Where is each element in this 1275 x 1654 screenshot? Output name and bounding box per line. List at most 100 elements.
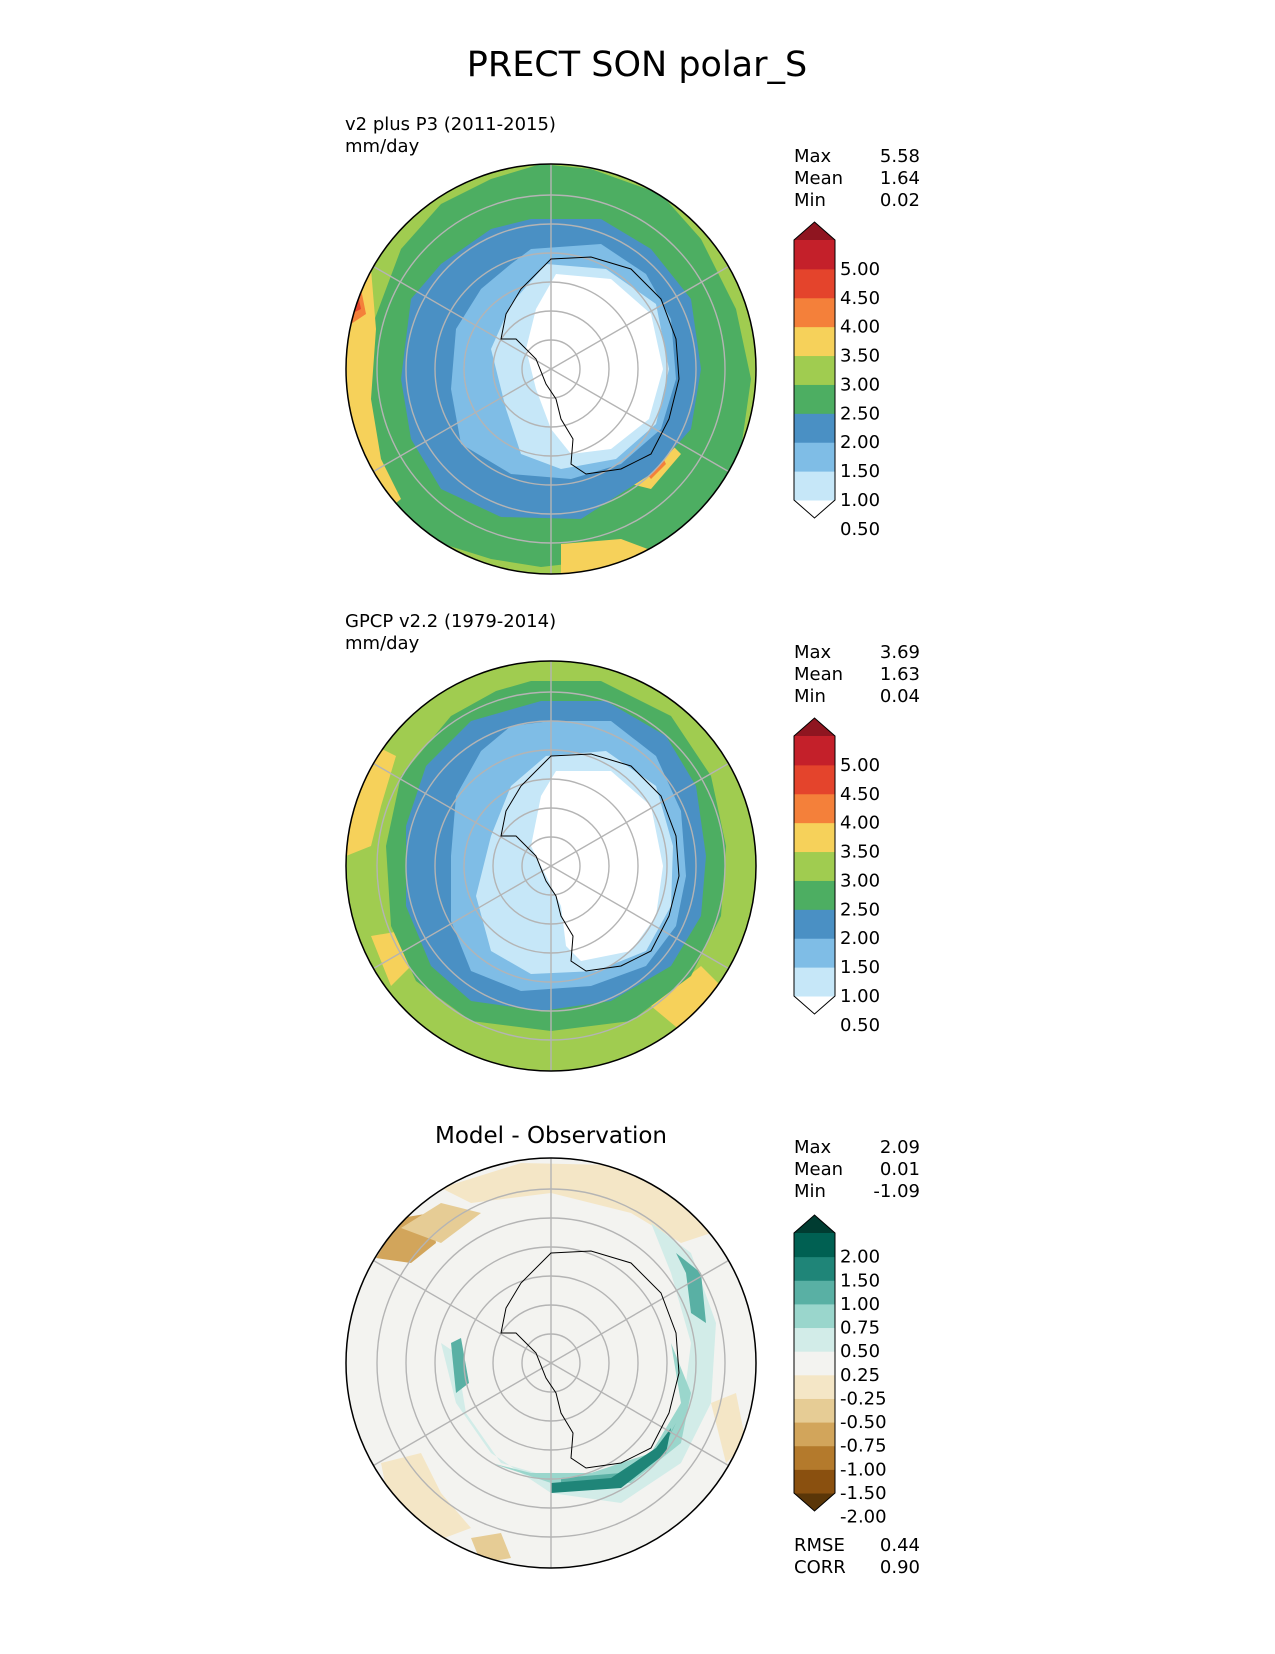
colorbar-tick-label: -0.25 xyxy=(840,1388,887,1409)
coastline-antarctica xyxy=(500,753,680,972)
colorbar-tick-label: 0.25 xyxy=(840,1365,880,1386)
stat-label-min: Min xyxy=(794,190,826,211)
colorbar-extension-max xyxy=(794,1215,835,1233)
colorbar-tick-label: -2.00 xyxy=(840,1507,887,1528)
field-fill-tan-left xyxy=(401,1203,481,1243)
colorbar-segment xyxy=(794,442,835,472)
panel-units: mm/day xyxy=(345,633,420,654)
colorbar-segment xyxy=(794,967,835,997)
colorbar-tick-label: -1.50 xyxy=(840,1483,887,1504)
stat-label-max: Max xyxy=(794,1137,832,1158)
colorbar-segment xyxy=(794,297,835,328)
colorbar-segment xyxy=(794,1303,835,1329)
map-boundary xyxy=(345,1157,757,1569)
stat-value-max: 5.58 xyxy=(880,146,920,167)
colorbar-tick-label: 3.50 xyxy=(840,346,880,367)
colorbar-tick-label: 0.50 xyxy=(840,519,880,540)
field-fill-teal-leftedge xyxy=(451,1338,469,1393)
stat-label-rmse: RMSE xyxy=(794,1535,845,1556)
colorbar-tick-label: 0.50 xyxy=(840,1341,880,1362)
stats-block: Max 2.09 Mean 0.01 Min -1.09 xyxy=(794,1137,920,1202)
map-grid xyxy=(373,1158,729,1568)
stat-label-mean: Mean xyxy=(794,1159,843,1180)
field-fill-tan-right xyxy=(711,1393,746,1463)
colorbar: 2.001.501.000.750.500.25-0.25-0.50-0.75-… xyxy=(793,1214,887,1528)
colorbar-extension-min xyxy=(794,500,835,518)
map-boundary xyxy=(345,163,757,575)
colorbar-segment xyxy=(794,793,835,824)
colorbar-segment xyxy=(794,1422,835,1447)
colorbar-segment xyxy=(794,268,835,299)
stat-label-corr: CORR xyxy=(794,1557,846,1578)
field-fill-yellow-left xyxy=(346,746,396,856)
colorbar-segment xyxy=(794,1469,835,1494)
panel-model: v2 plus P3 (2011-2015) mm/day xyxy=(345,114,920,575)
colorbar-tick-label: 2.50 xyxy=(840,899,880,920)
map-grid xyxy=(373,661,729,1071)
colorbar-extension-max xyxy=(794,718,835,736)
colorbar-segment xyxy=(794,240,835,270)
colorbar-tick-label: 1.50 xyxy=(840,957,880,978)
colorbar-segment xyxy=(794,1351,835,1376)
panel-title-center: Model - Observation xyxy=(435,1123,667,1149)
stat-label-mean: Mean xyxy=(794,168,843,189)
colorbar-segment xyxy=(794,851,835,881)
field-fill-yellow-lowerright xyxy=(651,966,721,1031)
colorbar-tick-label: 2.50 xyxy=(840,403,880,424)
colorbar-segment xyxy=(794,413,835,443)
field-fill-teal-mid xyxy=(491,1343,691,1483)
stat-label-min: Min xyxy=(794,686,826,707)
colorbar-tick-label: -1.00 xyxy=(840,1459,887,1480)
field-fill-white xyxy=(531,771,663,961)
colorbar-tick-label: 3.00 xyxy=(840,374,880,395)
stat-value-rmse: 0.44 xyxy=(880,1535,920,1556)
map-boundary xyxy=(345,660,757,1072)
colorbar: 5.00 4.50 4.00 3.50 3.00 2.50 2.00 1.50 1.00 0.50 xyxy=(793,221,880,540)
colorbar-tick-label: 5.00 xyxy=(840,755,880,776)
stat-label-max: Max xyxy=(794,642,832,663)
colorbar-segment xyxy=(794,1398,835,1423)
panel-title: v2 plus P3 (2011-2015) xyxy=(345,114,556,135)
colorbar-outline xyxy=(793,717,836,1015)
panel-units: mm/day xyxy=(345,136,420,157)
colorbar-tick-label: 0.75 xyxy=(840,1318,880,1339)
colorbar-tick-label: 1.00 xyxy=(840,986,880,1007)
colorbar-segment xyxy=(794,384,835,414)
colorbar-tick-label: 3.50 xyxy=(840,842,880,863)
field-fill-teal-rightedge xyxy=(676,1253,706,1323)
stat-value-min: 0.04 xyxy=(880,686,920,707)
colorbar-tick-label: -0.50 xyxy=(840,1412,887,1433)
colorbar-segment xyxy=(794,1327,835,1352)
colorbar-segment xyxy=(794,736,835,766)
colorbar-segment xyxy=(794,355,835,385)
colorbar: 5.00 4.50 4.00 3.50 3.00 2.50 2.00 1.50 1.00 0.50 xyxy=(793,717,880,1036)
colorbar-tick-label: 2.00 xyxy=(840,928,880,949)
colorbar-segment xyxy=(794,909,835,939)
colorbar-tick-label: -0.75 xyxy=(840,1436,887,1457)
colorbar-tick-label: 4.50 xyxy=(840,288,880,309)
stat-value-max: 2.09 xyxy=(880,1137,920,1158)
coastline-antarctica xyxy=(500,1250,680,1469)
colorbar-outline xyxy=(793,221,836,519)
stat-label-max: Max xyxy=(794,146,832,167)
colorbar-extension-min xyxy=(794,1493,835,1511)
coastline-antarctica xyxy=(500,256,680,475)
colorbar-segment xyxy=(794,471,835,501)
stats-block: Max 3.69 Mean 1.63 Min 0.04 xyxy=(794,642,920,707)
colorbar-tick-label: 1.00 xyxy=(840,1294,880,1315)
panel-observation: GPCP v2.2 (1979-2014) mm/day M xyxy=(345,611,920,1072)
colorbar-segment xyxy=(794,1374,835,1399)
figure-title: PRECT SON polar_S xyxy=(467,45,807,85)
panel-difference: Model - Observation xyxy=(345,1123,920,1578)
colorbar-tick-label: 3.00 xyxy=(840,870,880,891)
colorbar-tick-label: 2.00 xyxy=(840,432,880,453)
colorbar-tick-label: 1.50 xyxy=(840,1270,880,1291)
colorbar-tick-label: 2.00 xyxy=(840,1247,880,1268)
panel-title: GPCP v2.2 (1979-2014) xyxy=(345,611,556,632)
stat-value-corr: 0.90 xyxy=(880,1557,920,1578)
colorbar-extension-max xyxy=(794,222,835,240)
stat-value-mean: 1.64 xyxy=(880,168,920,189)
stat-value-min: -1.09 xyxy=(873,1181,920,1202)
colorbar-segment xyxy=(794,764,835,795)
